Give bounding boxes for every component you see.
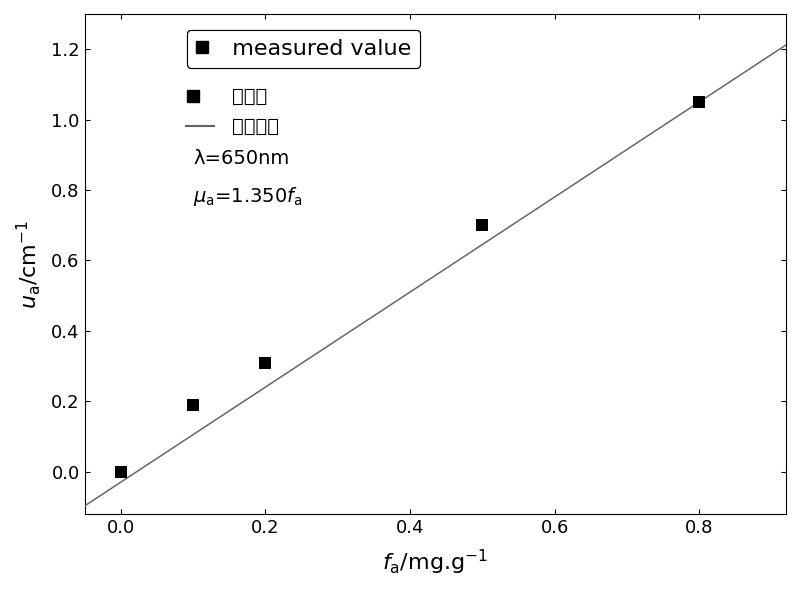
Y-axis label: $u_{\mathrm{a}}$/cm$^{-1}$: $u_{\mathrm{a}}$/cm$^{-1}$ — [14, 219, 42, 309]
Point — [259, 358, 272, 367]
Point — [476, 220, 489, 230]
Point — [114, 467, 127, 476]
Text: 测定值: 测定值 — [232, 87, 267, 106]
Text: $\mu_{\mathrm{a}}$=1.350$f_{\mathrm{a}}$: $\mu_{\mathrm{a}}$=1.350$f_{\mathrm{a}}$ — [194, 185, 303, 208]
X-axis label: $f_{\mathrm{a}}$/mg.g$^{-1}$: $f_{\mathrm{a}}$/mg.g$^{-1}$ — [382, 548, 488, 577]
Point — [693, 97, 706, 106]
Point — [186, 400, 199, 410]
Text: λ=650nm: λ=650nm — [194, 150, 290, 168]
Legend:   measured value: measured value — [187, 30, 420, 68]
Text: 线性拟合: 线性拟合 — [232, 117, 279, 136]
